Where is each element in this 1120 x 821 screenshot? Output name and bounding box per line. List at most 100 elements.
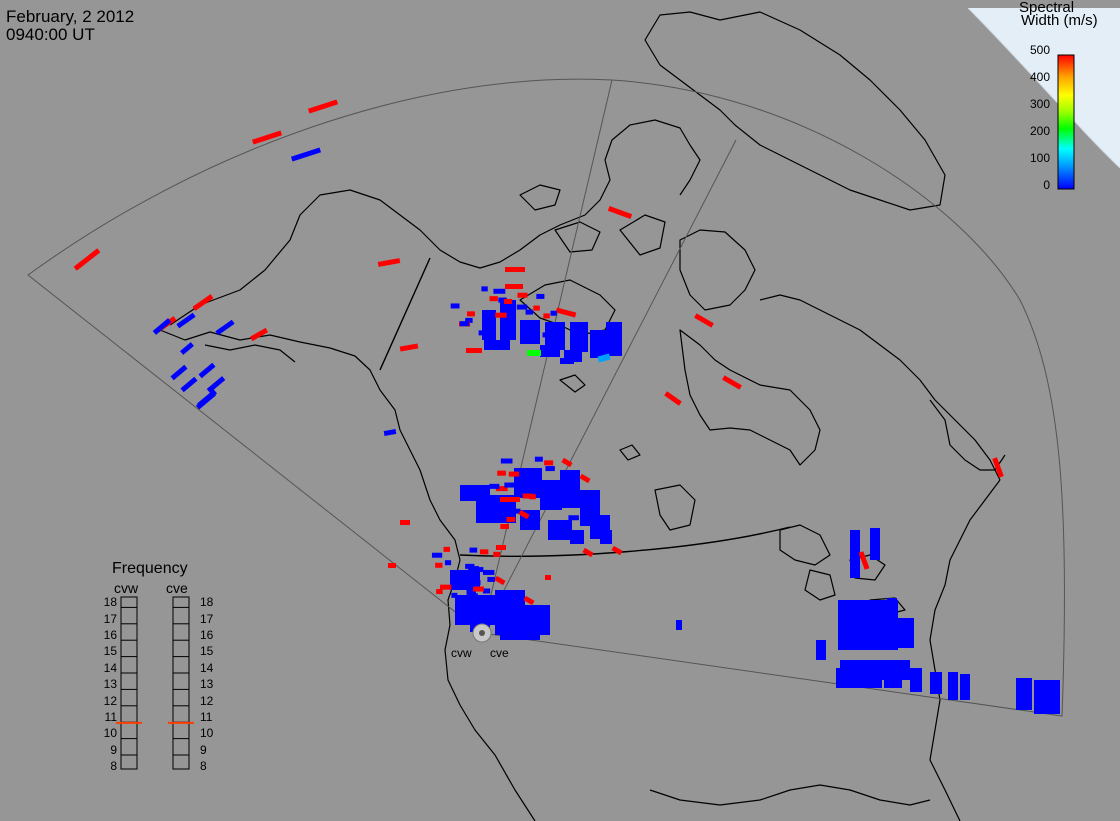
frequency-tick-right: 8 <box>200 759 207 774</box>
backscatter-cell <box>469 547 478 553</box>
backscatter-cell <box>196 389 218 408</box>
backscatter-cell <box>465 563 475 569</box>
backscatter-cell <box>388 563 396 568</box>
backscatter-cell <box>487 576 495 582</box>
backscatter-cell <box>540 345 560 357</box>
backscatter-cell <box>506 516 516 522</box>
backscatter-cell <box>307 99 339 114</box>
backscatter-cell <box>568 515 579 521</box>
backscatter-cell <box>170 364 188 381</box>
frequency-tick-left: 13 <box>103 677 117 692</box>
colorbar-tick-400: 400 <box>1029 70 1050 84</box>
backscatter-cell <box>536 293 545 299</box>
backscatter-cell <box>560 470 580 508</box>
backscatter-cell <box>570 322 588 352</box>
time-label: 0940:00 UT <box>6 25 95 44</box>
backscatter-cell <box>676 620 682 630</box>
backscatter-cell <box>543 313 550 319</box>
backscatter-cell <box>1016 678 1032 710</box>
political-boundaries <box>379 257 791 557</box>
backscatter-cell <box>544 460 554 466</box>
frequency-label-cvw: cvw <box>114 580 139 596</box>
frequency-tick-right: 15 <box>200 644 214 659</box>
frequency-tick-left: 9 <box>110 742 117 757</box>
frequency-tick-left: 11 <box>104 710 117 724</box>
backscatter-cell <box>206 376 226 393</box>
frequency-tick-right: 13 <box>200 677 214 692</box>
frequency-tick-left: 17 <box>103 611 117 626</box>
backscatter-cell <box>606 322 622 356</box>
backscatter-cell <box>550 310 557 316</box>
backscatter-cell <box>451 592 458 598</box>
frequency-label-cve: cve <box>166 580 188 596</box>
backscatter-cell <box>508 471 520 477</box>
backscatter-cell <box>836 668 868 688</box>
backscatter-cell <box>520 320 540 344</box>
backscatter-cell <box>548 520 572 540</box>
frequency-tick-left: 18 <box>103 595 117 610</box>
backscatter-cell <box>992 457 1004 478</box>
backscatter-cell <box>534 456 543 462</box>
backscatter-cell <box>489 483 500 489</box>
backscatter-cell <box>290 147 322 162</box>
backscatter-cell <box>482 588 491 594</box>
backscatter-cell <box>611 545 623 556</box>
backscatter-cell <box>466 348 482 353</box>
backscatter-cell <box>517 292 528 298</box>
frequency-tick-left: 16 <box>103 628 117 642</box>
backscatter-cell <box>482 569 495 575</box>
backscatter-cell <box>466 588 477 594</box>
backscatter-cell <box>527 350 541 356</box>
backscatter-cell <box>523 595 535 606</box>
backscatter-cell <box>600 530 612 544</box>
colorbar-tick-0: 0 <box>1043 178 1050 192</box>
backscatter-cell <box>450 303 460 309</box>
backscatter-cell <box>431 552 443 558</box>
backscatter-cell <box>542 332 551 338</box>
backscatter-cell <box>590 330 606 358</box>
radar-label-west: cvw <box>451 646 472 660</box>
frequency-tick-right: 10 <box>200 726 214 741</box>
projection-corner-edge <box>967 7 1120 169</box>
backscatter-cell <box>516 304 528 310</box>
frequency-tick-right: 14 <box>200 660 214 675</box>
frequency-tick-right: 18 <box>200 595 214 610</box>
backscatter-cell <box>436 589 443 595</box>
backscatter-cell <box>192 294 214 311</box>
backscatter-cell <box>555 307 577 318</box>
backscatter-cell <box>249 327 269 342</box>
backscatter-cell <box>399 343 419 352</box>
backscatter-cell <box>524 513 534 519</box>
colorbar-tick-300: 300 <box>1029 97 1050 111</box>
backscatter-cell <box>495 312 507 318</box>
backscatter-cell <box>493 288 506 294</box>
backscatter-cell <box>504 334 515 340</box>
colorbar-tick-500: 500 <box>1029 43 1050 57</box>
backscatter-cell <box>482 310 496 340</box>
backscatter-cell <box>500 523 510 529</box>
backscatter-cell <box>465 317 473 323</box>
frequency-tick-right: 16 <box>200 628 214 642</box>
backscatter-cells <box>73 99 1060 714</box>
backscatter-cell <box>215 319 235 336</box>
backscatter-cell <box>479 549 489 555</box>
colorbar-title-line2: Width (m/s) <box>1021 12 1098 29</box>
radar-label-east: cve <box>490 646 509 660</box>
backscatter-cell <box>198 362 216 379</box>
backscatter-cell <box>887 598 897 616</box>
backscatter-cell <box>498 297 507 303</box>
backscatter-cell <box>960 674 970 700</box>
frequency-bars <box>120 596 190 770</box>
backscatter-cell <box>930 672 942 694</box>
frequency-title: Frequency <box>112 560 188 577</box>
backscatter-cell <box>500 497 520 502</box>
backscatter-cell <box>607 206 633 219</box>
frequency-tick-left: 10 <box>103 726 117 741</box>
colorbar-tick-100: 100 <box>1029 151 1050 165</box>
backscatter-cell <box>539 483 550 489</box>
backscatter-cell <box>516 479 524 485</box>
backscatter-cell <box>504 482 515 488</box>
backscatter-cell <box>868 668 882 688</box>
backscatter-cell <box>476 567 484 573</box>
